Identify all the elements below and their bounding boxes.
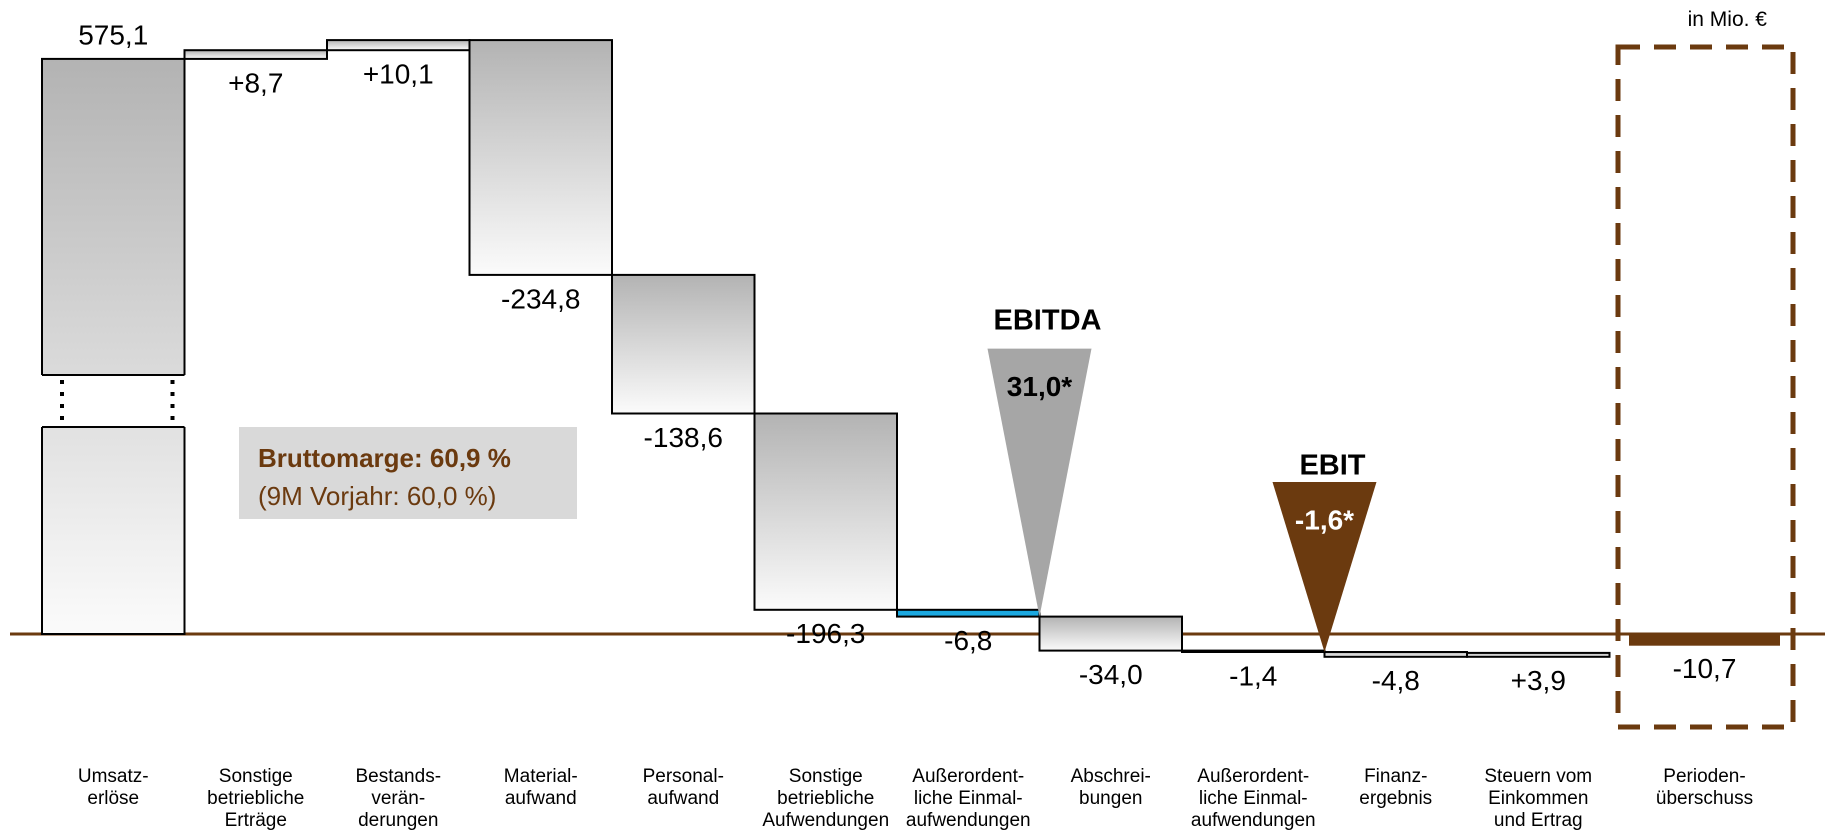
margin-title: Bruttomarge: 60,9 % [258, 443, 511, 473]
bar [1038, 615, 1183, 652]
x-tick-label: Material- aufwand [503, 766, 578, 809]
kpi-label: EBIT [1299, 450, 1365, 482]
highlight-box [1615, 44, 1796, 730]
unit-note: in Mio. € [1687, 8, 1767, 31]
x-tick-label: Perioden- überschuss [1655, 766, 1754, 809]
x-tick-label: Bestands- verän- derungen [355, 766, 442, 831]
margin-subtitle: (9M Vorjahr: 60,0 %) [258, 481, 497, 511]
value-label: +3,9 [1511, 665, 1566, 696]
bar [896, 608, 1041, 618]
bar [41, 57, 186, 635]
bar [611, 273, 756, 415]
x-tick-label: Finanz- ergebnis [1359, 766, 1433, 809]
value-label: -34,0 [1079, 659, 1143, 690]
x-tick-label: Außerordent- liche Einmal- aufwendungen [1190, 766, 1316, 831]
bar [326, 39, 471, 52]
bar [1629, 633, 1780, 646]
bar [753, 412, 898, 611]
kpi-value: 31,0* [1007, 371, 1072, 402]
x-tick-label: Steuern vom Einkommen und Ertrag [1484, 766, 1593, 831]
bar [1323, 651, 1468, 658]
x-tick-label: Sonstige betriebliche Erträge [207, 766, 305, 831]
axis-break [40, 375, 187, 427]
x-tick-label: Personal- aufwand [642, 766, 724, 809]
bar [1181, 649, 1326, 653]
value-label: -196,3 [786, 618, 865, 649]
kpi-value: -1,6* [1295, 504, 1354, 535]
x-tick-label: Umsatz- erlöse [77, 766, 149, 809]
kpi-label: EBITDA [994, 304, 1102, 336]
x-tick-label: Sonstige betriebliche Aufwendungen [762, 766, 890, 831]
bar [183, 49, 328, 60]
value-label: -10,7 [1673, 653, 1737, 684]
value-label: +10,1 [363, 59, 434, 90]
x-tick-label: Außerordent- liche Einmal- aufwendungen [905, 766, 1031, 831]
margin-box: Bruttomarge: 60,9 % (9M Vorjahr: 60,0 %) [239, 427, 577, 519]
bar [1466, 651, 1611, 658]
value-label: -138,6 [644, 422, 723, 453]
kpi-marker [1272, 482, 1377, 652]
value-label: -6,8 [944, 625, 992, 656]
x-tick-label: Abschrei- bungen [1070, 766, 1151, 809]
value-label: +8,7 [228, 67, 283, 98]
value-label: -234,8 [501, 283, 580, 314]
kpi-marker [987, 348, 1092, 617]
value-label: -1,4 [1229, 660, 1277, 691]
value-label: -4,8 [1372, 665, 1420, 696]
bar [468, 39, 613, 276]
value-label: 575,1 [78, 19, 148, 50]
